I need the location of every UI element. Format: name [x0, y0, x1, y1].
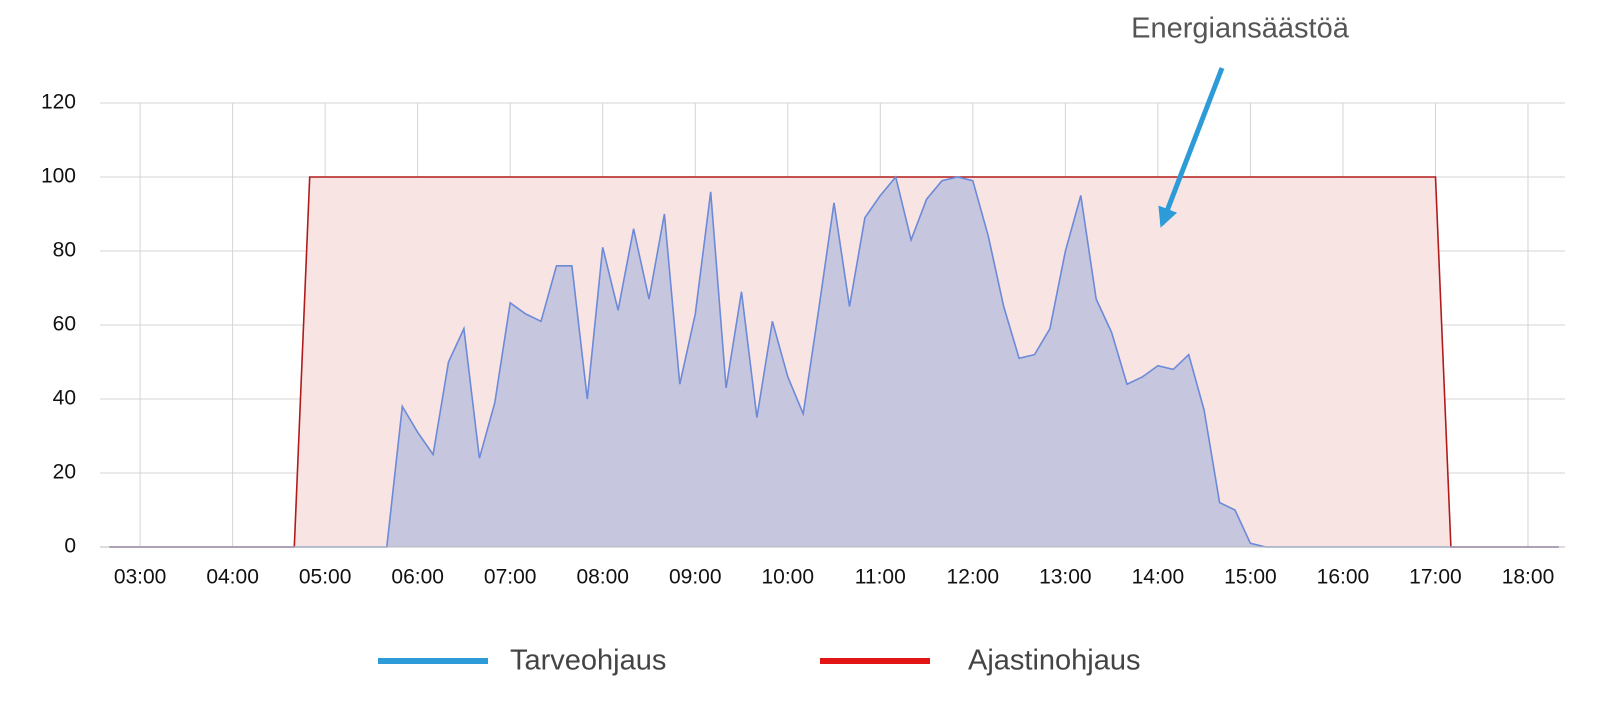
x-tick-label: 04:00	[206, 566, 259, 589]
line	[109, 176, 1559, 548]
line	[109, 175, 1559, 548]
x-tick-label: 07:00	[484, 566, 537, 589]
x-tick-label: 16:00	[1317, 566, 1370, 589]
x-tick-label: 11:00	[855, 566, 906, 589]
area	[109, 177, 1559, 547]
y-tick-label: 100	[41, 165, 76, 188]
x-tick-label: 15:00	[1224, 566, 1277, 589]
x-tick-label: 05:00	[299, 566, 352, 589]
legend: Tarveohjaus Ajastinohjaus	[378, 645, 1141, 677]
x-tick-label: 03:00	[114, 566, 167, 589]
y-tick-label: 0	[64, 535, 76, 558]
x-tick-label: 08:00	[576, 566, 629, 589]
y-tick-label: 20	[53, 461, 76, 484]
y-tick-label: 80	[53, 239, 76, 262]
x-tick-label: 17:00	[1409, 566, 1462, 589]
y-tick-label: 60	[53, 313, 76, 336]
x-tick-label: 13:00	[1039, 566, 1092, 589]
y-tick-label: 120	[41, 91, 76, 114]
x-tick-label: 09:00	[669, 566, 722, 589]
x-tick-label: 06:00	[391, 566, 444, 589]
x-tick-label: 18:00	[1502, 566, 1555, 589]
legend-label: Ajastinohjaus	[968, 645, 1141, 677]
x-tick-label: 12:00	[947, 566, 1000, 589]
y-tick-label: 40	[53, 387, 76, 410]
x-tick-label: 10:00	[761, 566, 814, 589]
annotation-arrow	[1158, 67, 1225, 228]
axis-labels: 0 20 40 60 80 100 120 03:00 04:00 05:00 06:00 07:00…	[41, 91, 1554, 589]
annotation: Energiansäästöä	[1131, 13, 1350, 45]
x-tick-label: 14:00	[1132, 566, 1185, 589]
plot-area	[100, 175, 1565, 548]
legend-label: Tarveohjaus	[510, 645, 666, 677]
